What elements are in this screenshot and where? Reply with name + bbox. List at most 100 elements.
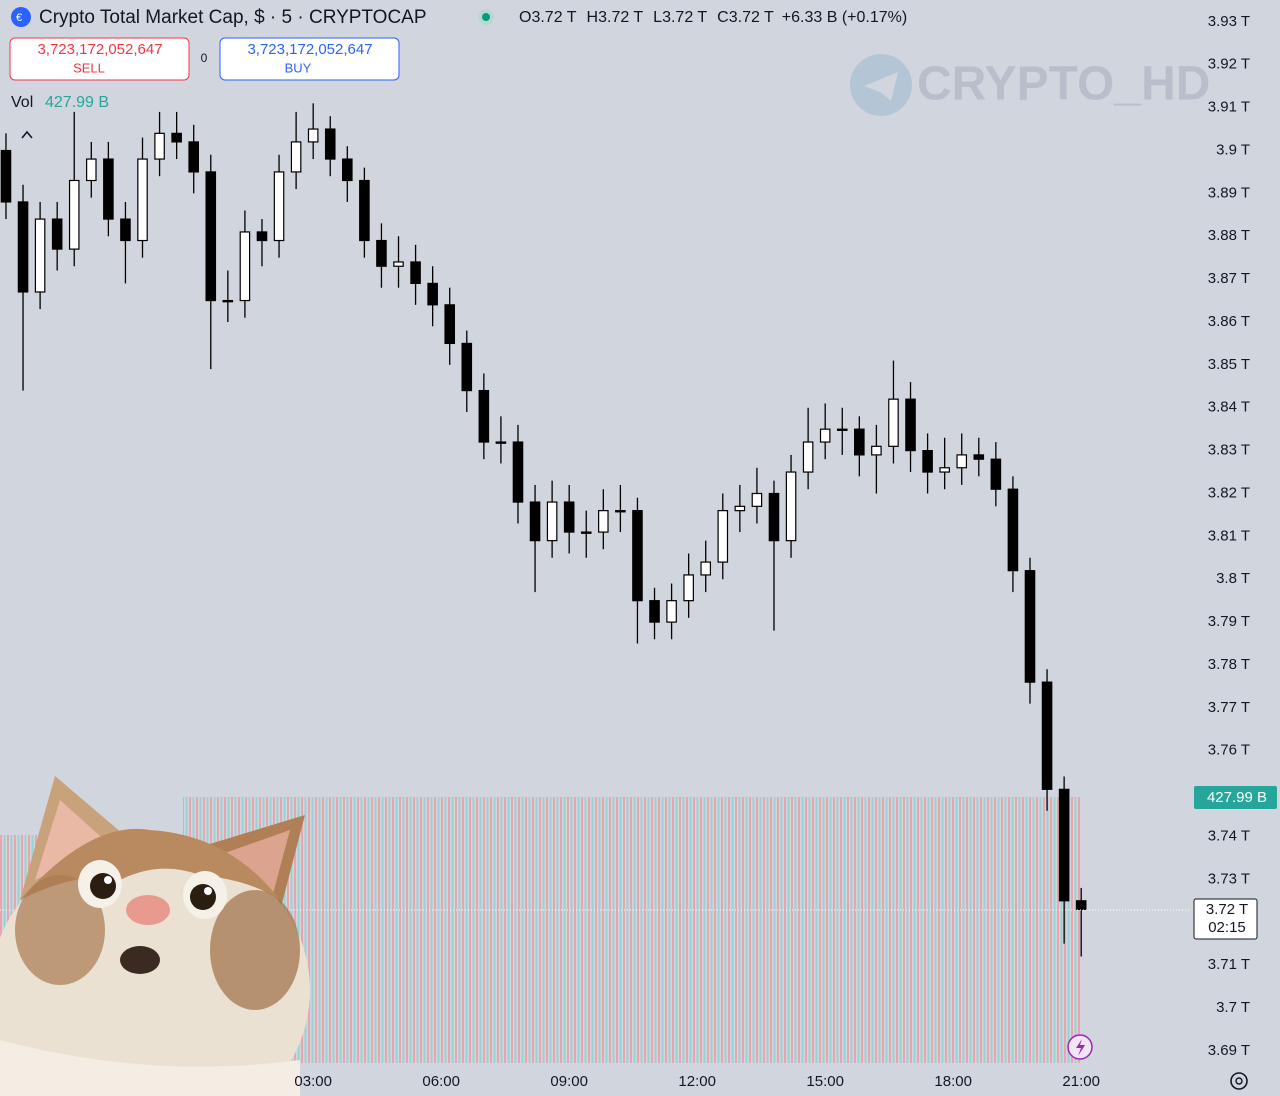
candle-body <box>188 141 200 173</box>
candle-body <box>86 158 97 182</box>
candle-body <box>871 445 882 456</box>
candle-body <box>717 510 729 563</box>
candle-body <box>683 574 694 602</box>
buy-box[interactable] <box>219 37 400 81</box>
settings-icon[interactable] <box>1230 1072 1248 1090</box>
volume-value: 427.99 B <box>45 94 109 111</box>
y-tick-label: 3.91 T <box>1208 99 1250 116</box>
candle-body <box>905 398 916 452</box>
candle-body <box>1075 900 1087 910</box>
ohlc-value: 3.72 T <box>531 9 576 26</box>
y-tick-label: 3.8 T <box>1216 570 1250 587</box>
x-tick-label: 15:00 <box>806 1073 844 1090</box>
candle-body <box>290 141 302 173</box>
candle-body <box>1024 570 1036 683</box>
buy-button[interactable]: 3,723,172,052,647 BUY <box>219 37 400 81</box>
sell-price[interactable]: 3,723,172,052,647 <box>37 41 162 58</box>
ohlc-key: L <box>653 9 662 26</box>
ohlc-key: H <box>587 9 599 26</box>
candle-body <box>785 471 797 542</box>
volume-price-tag-text: 427.99 B <box>1207 789 1267 806</box>
alert-bolt[interactable] <box>1076 1039 1085 1056</box>
candle-body <box>359 179 370 242</box>
candle-body <box>836 428 848 431</box>
x-tick-label: 21:00 <box>1062 1073 1100 1090</box>
candle-body <box>68 179 80 250</box>
candle-body <box>598 510 609 533</box>
y-tick-label: 3.79 T <box>1208 613 1250 630</box>
candle-body <box>990 458 1002 490</box>
candle-body <box>154 132 165 160</box>
candle-body <box>973 454 985 460</box>
candle-body <box>324 128 336 160</box>
candle-body <box>342 158 353 182</box>
y-tick-label: 3.92 T <box>1208 56 1250 73</box>
settings-icon-center[interactable] <box>1235 1077 1243 1085</box>
candle-body <box>427 282 438 306</box>
candle-body <box>393 261 404 267</box>
x-tick-label: 12:00 <box>678 1073 716 1090</box>
candle-body <box>563 501 575 533</box>
candle-body <box>956 454 968 469</box>
ohlc-values: O3.72 T H3.72 T L3.72 T C3.72 T +6.33 B (+0.… <box>519 9 907 26</box>
candle-body <box>495 441 507 444</box>
y-tick-label: 3.81 T <box>1208 527 1250 544</box>
candle-body <box>615 510 626 513</box>
candle-body <box>120 218 131 242</box>
y-tick-label: 3.69 T <box>1208 1042 1250 1059</box>
candle-body <box>734 505 746 512</box>
y-tick-label: 3.74 T <box>1208 827 1250 844</box>
cat-sticker <box>0 776 310 1096</box>
candle-body <box>580 531 592 534</box>
last-price: 3.72 T <box>1206 901 1248 918</box>
y-tick-label: 3.7 T <box>1216 999 1250 1016</box>
x-tick-label: 03:00 <box>294 1073 332 1090</box>
ohlc-value: 3.72 T <box>662 9 707 26</box>
ohlc-value: 3.72 T <box>729 9 774 26</box>
buy-label[interactable]: BUY <box>285 60 312 75</box>
y-tick-label: 3.73 T <box>1208 870 1250 887</box>
y-tick-label: 3.85 T <box>1208 356 1250 373</box>
countdown: 02:15 <box>1208 919 1246 936</box>
sell-box[interactable] <box>9 37 190 81</box>
candle-body <box>171 132 182 143</box>
candle-body <box>1041 681 1053 790</box>
sell-label[interactable]: SELL <box>73 60 105 75</box>
chevron[interactable] <box>21 130 33 139</box>
y-tick-label: 3.89 T <box>1208 184 1250 201</box>
candle-body <box>444 304 456 345</box>
volume-price-tag <box>1194 786 1277 809</box>
buy-price[interactable]: 3,723,172,052,647 <box>247 41 372 58</box>
candle-body <box>802 441 814 473</box>
spread: 0 <box>201 51 208 65</box>
y-tick-label: 3.86 T <box>1208 313 1250 330</box>
candle-body <box>0 149 12 203</box>
candle-body <box>51 218 63 250</box>
candle-body <box>17 201 29 293</box>
candle-body <box>137 158 148 242</box>
candle-body <box>256 231 268 242</box>
candle-body <box>632 510 643 602</box>
collapse-button[interactable] <box>12 121 42 149</box>
candle-body <box>103 158 114 220</box>
candle-body <box>751 492 763 507</box>
volume-label: Vol <box>11 94 33 111</box>
candle-body <box>666 600 677 623</box>
sell-button[interactable]: 3,723,172,052,647 SELL <box>9 37 190 81</box>
candle-body <box>888 398 899 447</box>
candle-body <box>768 492 780 542</box>
y-tick-label: 3.76 T <box>1208 742 1250 759</box>
y-tick-label: 3.88 T <box>1208 227 1250 244</box>
volume-bars <box>183 797 1081 1063</box>
candle-body <box>461 342 473 392</box>
y-tick-label: 3.77 T <box>1208 699 1250 716</box>
watermark-text: CRYPTO_HD <box>917 58 1210 111</box>
symbol-title: Crypto Total Market Cap, $ · 5 · CRYPTOC… <box>39 7 427 28</box>
last-price-tag <box>1193 898 1258 940</box>
watermark: CRYPTO_HD <box>850 54 1210 116</box>
candle-body <box>478 389 490 443</box>
candle-body <box>222 299 234 303</box>
ohlc-change: +6.33 B (+0.17%) <box>782 9 907 26</box>
